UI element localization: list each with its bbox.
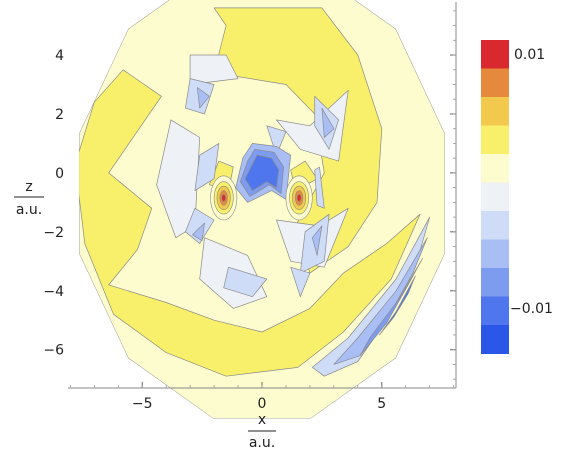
colorbar-swatch-2 [481,97,509,126]
y-ticks: −6 −4 −2 0 2 4 [43,10,456,380]
x-tick-label: 0 [258,396,267,412]
colorbar-swatch-0 [481,40,509,69]
y-tick-label: −2 [43,225,64,241]
x-axis-unit: a.u. [249,435,275,451]
plot-area: −5 0 5 −6 −4 −2 0 2 4 [43,0,457,419]
y-tick-label: −4 [43,284,64,300]
contour-region-12 [266,125,287,156]
colorbar-swatch-6 [481,211,509,240]
colorbar-swatch-9 [481,296,509,326]
y-tick-label: −6 [43,343,64,359]
colorbar-swatch-8 [481,268,509,297]
contour-region-15 [223,266,268,298]
contour-region-1 [79,69,421,377]
y-axis-unit: a.u. [16,202,42,218]
y-tick-label: 0 [55,166,64,182]
contour-region-17 [196,87,210,109]
contour-region-18 [321,107,335,138]
y-axis-label: z [25,179,32,195]
y-tick-label: 4 [55,48,64,64]
contour-region-10 [194,143,220,191]
contour-region-28 [379,275,416,336]
y-axis-title: z a.u. [14,179,44,218]
colorbar-label-bottom: −0.01 [510,301,553,317]
x-axis-label: x [258,412,266,428]
x-ticks: −5 0 5 [69,382,455,412]
contour-region-23 [244,154,280,191]
x-tick-label: 5 [377,396,386,412]
contour-region-27 [359,258,423,356]
colorbar-swatches [481,40,509,354]
contour-region-24 [314,166,325,209]
colorbar-swatch-4 [481,154,509,183]
colorbar-swatch-10 [481,325,509,354]
peak-1-ring-4 [296,194,302,202]
colorbar-swatch-5 [481,182,509,212]
colorbar: 0.01 −0.01 [481,40,553,354]
x-axis-title: x a.u. [248,412,276,451]
contour-region-26 [333,237,428,365]
contour-layer [79,0,445,419]
colorbar-swatch-1 [481,68,509,98]
colorbar-swatch-3 [481,125,509,155]
contour-region-19 [192,222,205,242]
colorbar-swatch-7 [481,239,509,269]
contour-regions [79,0,445,419]
colorbar-label-top: 0.01 [514,47,545,63]
contour-region-16 [290,266,311,298]
peak-0-ring-4 [221,194,226,202]
contour-region-4 [189,54,239,85]
x-tick-label: −5 [132,396,153,412]
y-tick-label: 2 [55,107,64,123]
contour-region-20 [311,225,323,256]
